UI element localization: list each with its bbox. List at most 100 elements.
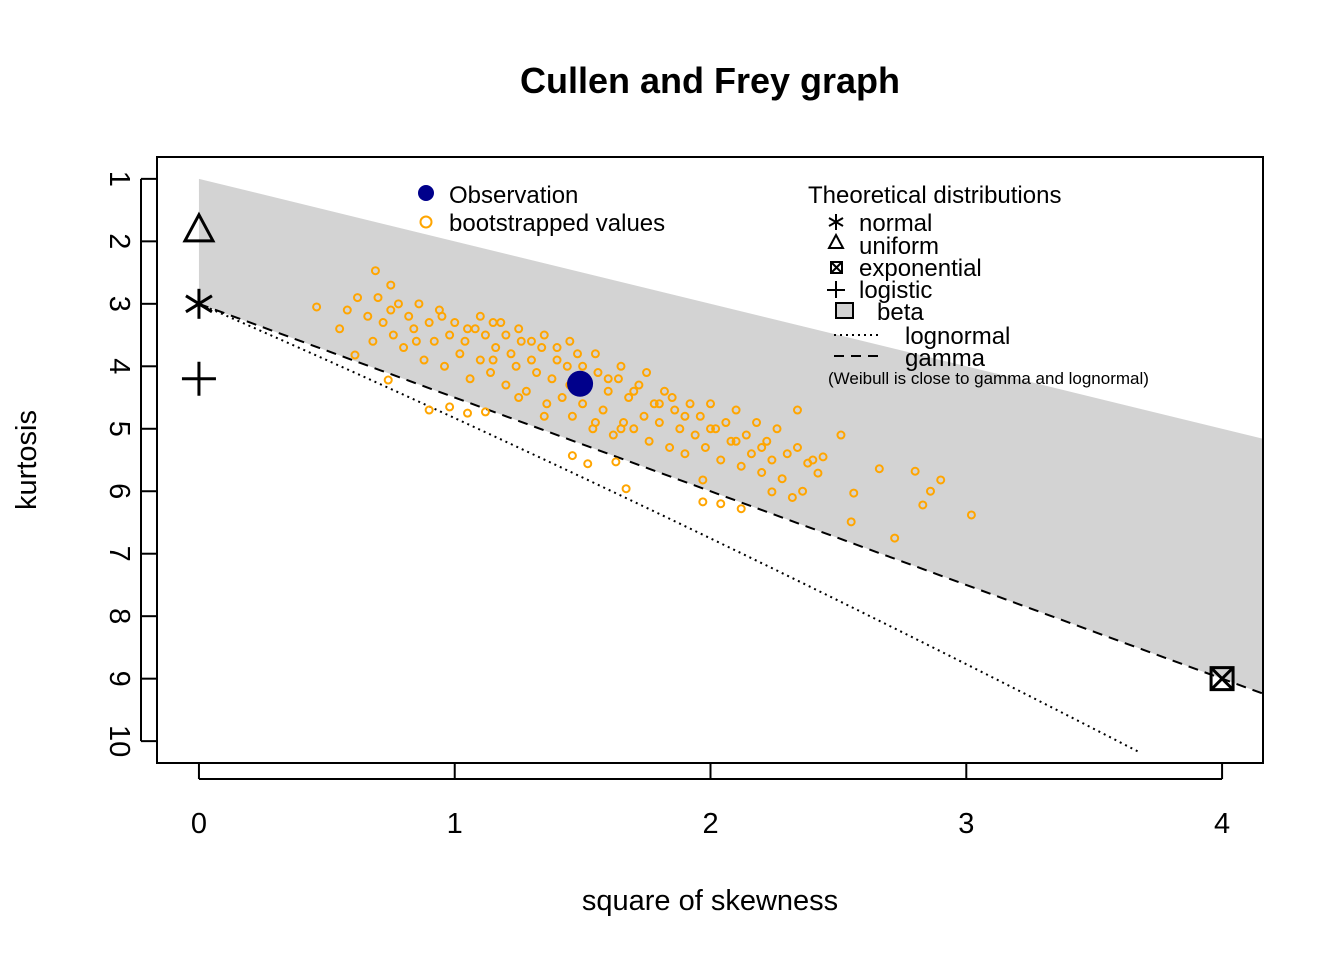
bootstrap-point	[698, 497, 708, 507]
bootstrap-point	[624, 393, 634, 403]
bootstrap-point	[700, 443, 710, 453]
bootstrap-point	[335, 324, 345, 334]
legend-bootstrap-label: bootstrapped values	[449, 210, 665, 237]
bootstrap-point	[488, 355, 498, 365]
bootstrap-point	[695, 411, 705, 421]
bootstrap-point	[670, 405, 680, 415]
y-tick-label: 4	[103, 358, 135, 374]
bootstrap-point	[368, 336, 378, 346]
bootstrap-point	[521, 386, 531, 396]
bootstrap-point	[370, 266, 380, 276]
y-tick-label: 6	[103, 483, 135, 499]
y-tick-label: 9	[103, 671, 135, 687]
bootstrap-point	[393, 299, 403, 309]
legend-beta: beta	[877, 299, 924, 326]
bootstrap-point	[731, 436, 741, 446]
bootstrap-point	[787, 492, 797, 502]
bootstrap-point	[567, 451, 577, 461]
beta-swatch-icon	[835, 302, 854, 319]
triangle-icon	[827, 232, 845, 249]
bootstrap-point	[611, 457, 621, 467]
bootstrap-point	[813, 468, 823, 478]
bootstrap-point	[383, 375, 393, 385]
bootstrap-point	[411, 336, 421, 346]
bootstrap-point	[792, 443, 802, 453]
bootstrap-point	[644, 436, 654, 446]
bootstrap-point	[480, 330, 490, 340]
boxed-x-icon	[830, 261, 843, 274]
bootstrap-point	[874, 464, 884, 474]
bootstrap-point	[526, 336, 536, 346]
bootstrap-point	[726, 436, 736, 446]
bootstrap-point	[409, 324, 419, 334]
legend-observations: Observation bootstrapped values	[418, 182, 665, 237]
bootstrap-point	[757, 467, 767, 477]
bootstrap-point	[386, 305, 396, 315]
bootstrap-point	[501, 330, 511, 340]
bootstrap-point	[616, 361, 626, 371]
y-tick-label: 3	[103, 296, 135, 312]
bootstrap-point	[698, 475, 708, 485]
bootstrap-point	[746, 449, 756, 459]
bootstrap-point	[665, 443, 675, 453]
bootstrap-point	[547, 374, 557, 384]
bootstrap-point	[463, 324, 473, 334]
legend-bootstrap-marker	[419, 215, 433, 229]
bootstrap-point	[312, 302, 322, 312]
y-axis-label: kurtosis	[11, 410, 43, 510]
bootstrap-point	[373, 293, 383, 303]
bootstrap-point	[342, 305, 352, 315]
legend-uniform: uniform	[859, 233, 939, 260]
x-tick-label: 2	[702, 808, 718, 840]
bootstrap-point	[465, 374, 475, 384]
legend-exponential: exponential	[859, 255, 982, 282]
bootstrap-point	[598, 405, 608, 415]
x-tick-label: 1	[447, 808, 463, 840]
y-tick-label: 7	[103, 546, 135, 562]
exponential-marker	[1209, 666, 1235, 692]
bootstrap-point	[721, 418, 731, 428]
x-tick-label: 3	[958, 808, 974, 840]
bootstrap-point	[475, 311, 485, 321]
y-tick-label: 2	[103, 233, 135, 249]
bootstrap-point	[608, 430, 618, 440]
bootstrap-point	[463, 408, 473, 418]
asterisk-icon	[828, 214, 844, 230]
bootstrap-point	[537, 343, 547, 353]
gamma-line	[198, 302, 1264, 695]
bootstrap-point	[782, 449, 792, 459]
bootstrap-point	[711, 424, 721, 434]
bootstrap-point	[762, 436, 772, 446]
bootstrap-point	[506, 349, 516, 359]
bootstrap-point	[706, 424, 716, 434]
bootstrap-point	[716, 455, 726, 465]
bootstrap-point	[353, 293, 363, 303]
bootstrap-point	[621, 484, 631, 494]
bootstrap-point	[539, 411, 549, 421]
lognormal-line	[198, 302, 1141, 754]
bootstrap-point	[573, 349, 583, 359]
bootstrap-point	[475, 355, 485, 365]
bootstrap-point	[532, 368, 542, 378]
bootstrap-point	[741, 430, 751, 440]
bootstrap-point	[424, 405, 434, 415]
bootstrap-point	[808, 455, 818, 465]
bootstrap-point	[736, 504, 746, 514]
bootstrap-point	[552, 355, 562, 365]
x-tick-label: 0	[191, 808, 207, 840]
plus-icon	[827, 281, 845, 298]
bootstrap-point	[562, 361, 572, 371]
bootstrap-point	[925, 486, 935, 496]
bootstrap-point	[399, 343, 409, 353]
bootstrap-point	[798, 486, 808, 496]
bootstrap-point	[378, 318, 388, 328]
bootstrap-point	[445, 402, 455, 412]
bootstrap-point	[350, 350, 360, 360]
bootstrap-point	[363, 311, 373, 321]
bootstrap-point	[516, 336, 526, 346]
legend-theoretical: Theoretical distributions normal uniform…	[808, 182, 1149, 388]
bootstrap-point	[639, 411, 649, 421]
legend-logistic: logistic	[859, 277, 932, 304]
